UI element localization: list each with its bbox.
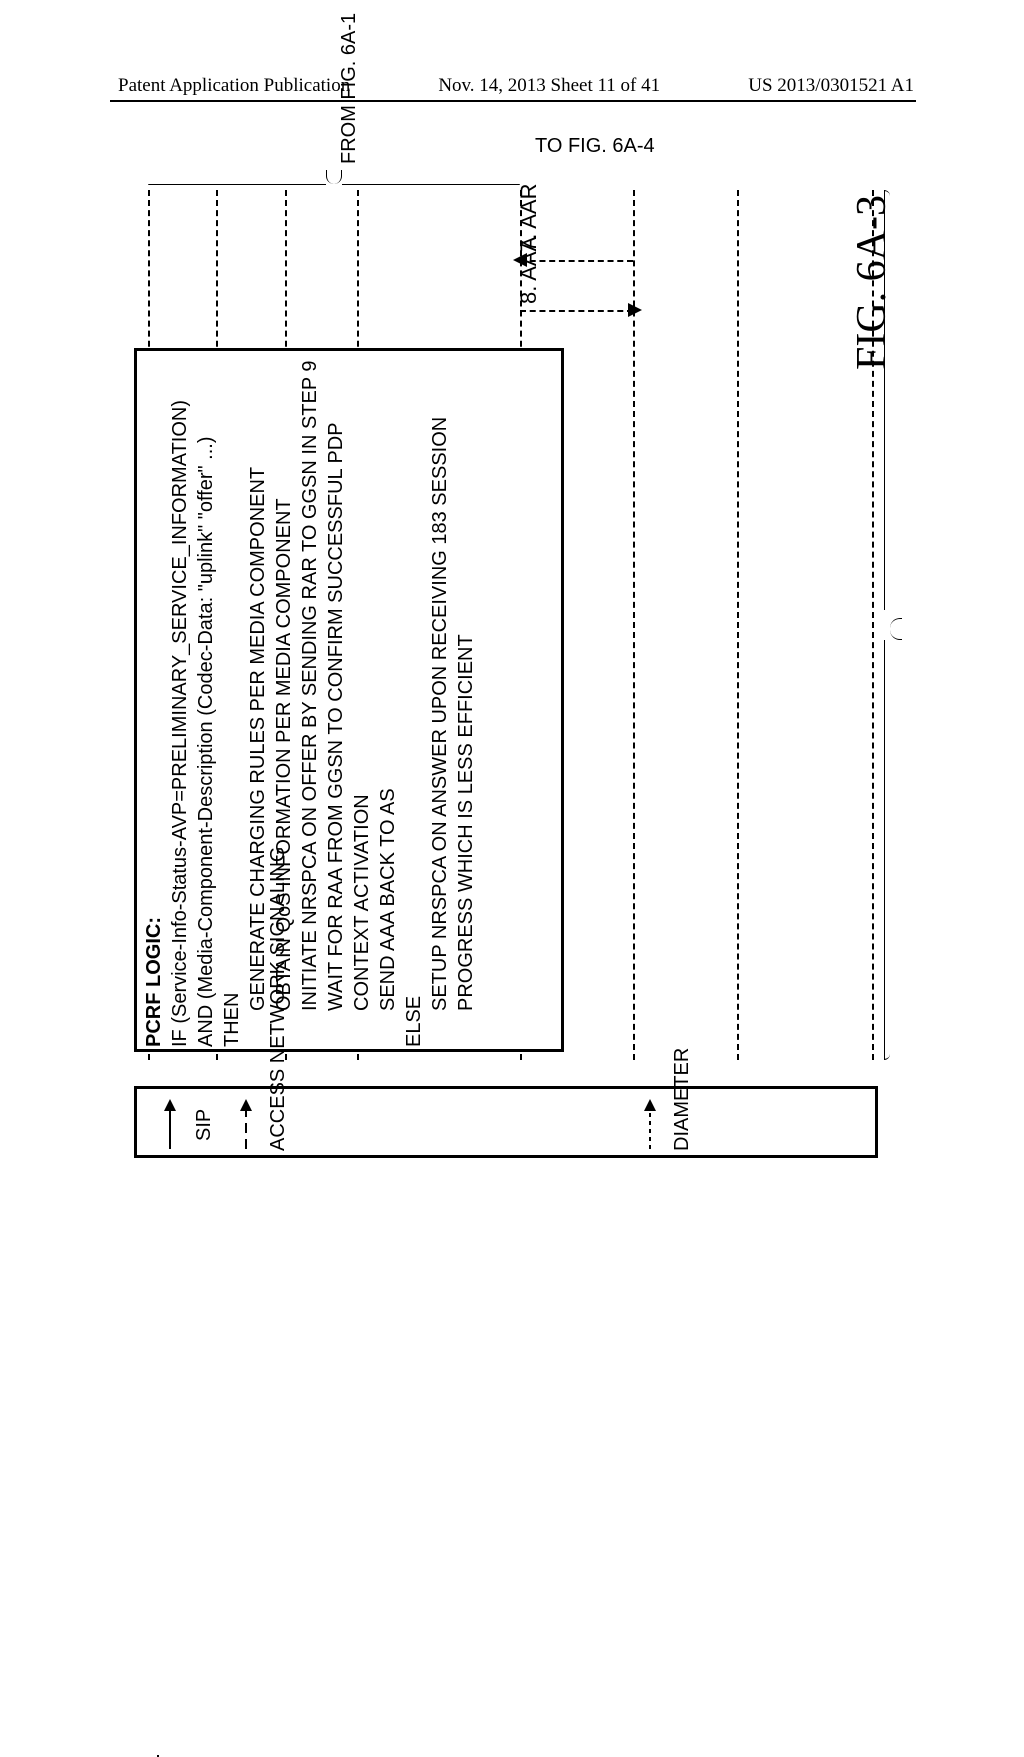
- pcrf-title: PCRF LOGIC:: [143, 917, 166, 1047]
- right-brace-tip: [890, 618, 902, 640]
- legend-box: SIP ACCESS NETWORK SIGNALING DIAMETER: [134, 1086, 878, 1158]
- lifeline-6: [633, 190, 635, 1060]
- msg-8-aaa-head: [628, 303, 642, 317]
- pcrf-line11: SETUP NRSPCA ON ANSWER UPON RECEIVING 18…: [429, 417, 452, 1011]
- pcrf-line3: THEN: [221, 993, 244, 1047]
- legend-sip-arrow-svg: [155, 1097, 185, 1153]
- legend-diameter-arrow-svg: [635, 1097, 665, 1153]
- figure-diagram: FROM FIG. 6A-1 TO FIG. 6A-4 FIG. 6A-3 7.…: [120, 140, 895, 1210]
- msg-8-aaa-line: [520, 310, 633, 312]
- pcrf-line7: WAIT FOR RAA FROM GGSN TO CONFIRM SUCCES…: [325, 422, 348, 1011]
- pcrf-logic-box: PCRF LOGIC: IF (Service-Info-Status-AVP=…: [134, 348, 564, 1052]
- legend-diameter-label: DIAMETER: [671, 1048, 694, 1151]
- pcrf-line9: SEND AAA BACK TO AS: [377, 788, 400, 1011]
- header-rule: [110, 100, 916, 102]
- legend-access-label: ACCESS NETWORK SIGNALING: [267, 847, 290, 1152]
- pcrf-line8: CONTEXT ACTIVATION: [351, 794, 374, 1011]
- msg-8-aaa-label: 8. AAA: [516, 237, 542, 304]
- pcrf-line10: ELSE: [403, 996, 426, 1047]
- legend-access-arrow-svg: [231, 1097, 261, 1153]
- top-brace-left: [148, 184, 326, 185]
- header-right: US 2013/0301521 A1: [748, 75, 914, 97]
- pcrf-line1: IF (Service-Info-Status-AVP=PRELIMINARY_…: [169, 400, 192, 1047]
- top-brace-tip: [326, 170, 342, 184]
- pcrf-line2: AND (Media-Component-Description (Codec-…: [195, 437, 218, 1047]
- pcrf-line6: INITIATE NRSPCA ON OFFER BY SENDING RAR …: [299, 361, 322, 1012]
- pcrf-line12: PROGRESS WHICH IS LESS EFFICIENT: [455, 634, 478, 1011]
- from-fig-label: FROM FIG. 6A-1: [338, 13, 361, 164]
- header-center: Nov. 14, 2013 Sheet 11 of 41: [438, 75, 660, 97]
- to-fig-label: TO FIG. 6A-4: [535, 135, 655, 158]
- lifeline-7: [737, 190, 739, 1060]
- lifeline-8: [872, 190, 874, 1060]
- legend-sip-label: SIP: [193, 1109, 216, 1141]
- page-header: Patent Application Publication Nov. 14, …: [0, 75, 1024, 97]
- top-brace-right: [342, 184, 520, 185]
- header-left: Patent Application Publication: [118, 75, 350, 97]
- right-brace-bot: [884, 640, 890, 1060]
